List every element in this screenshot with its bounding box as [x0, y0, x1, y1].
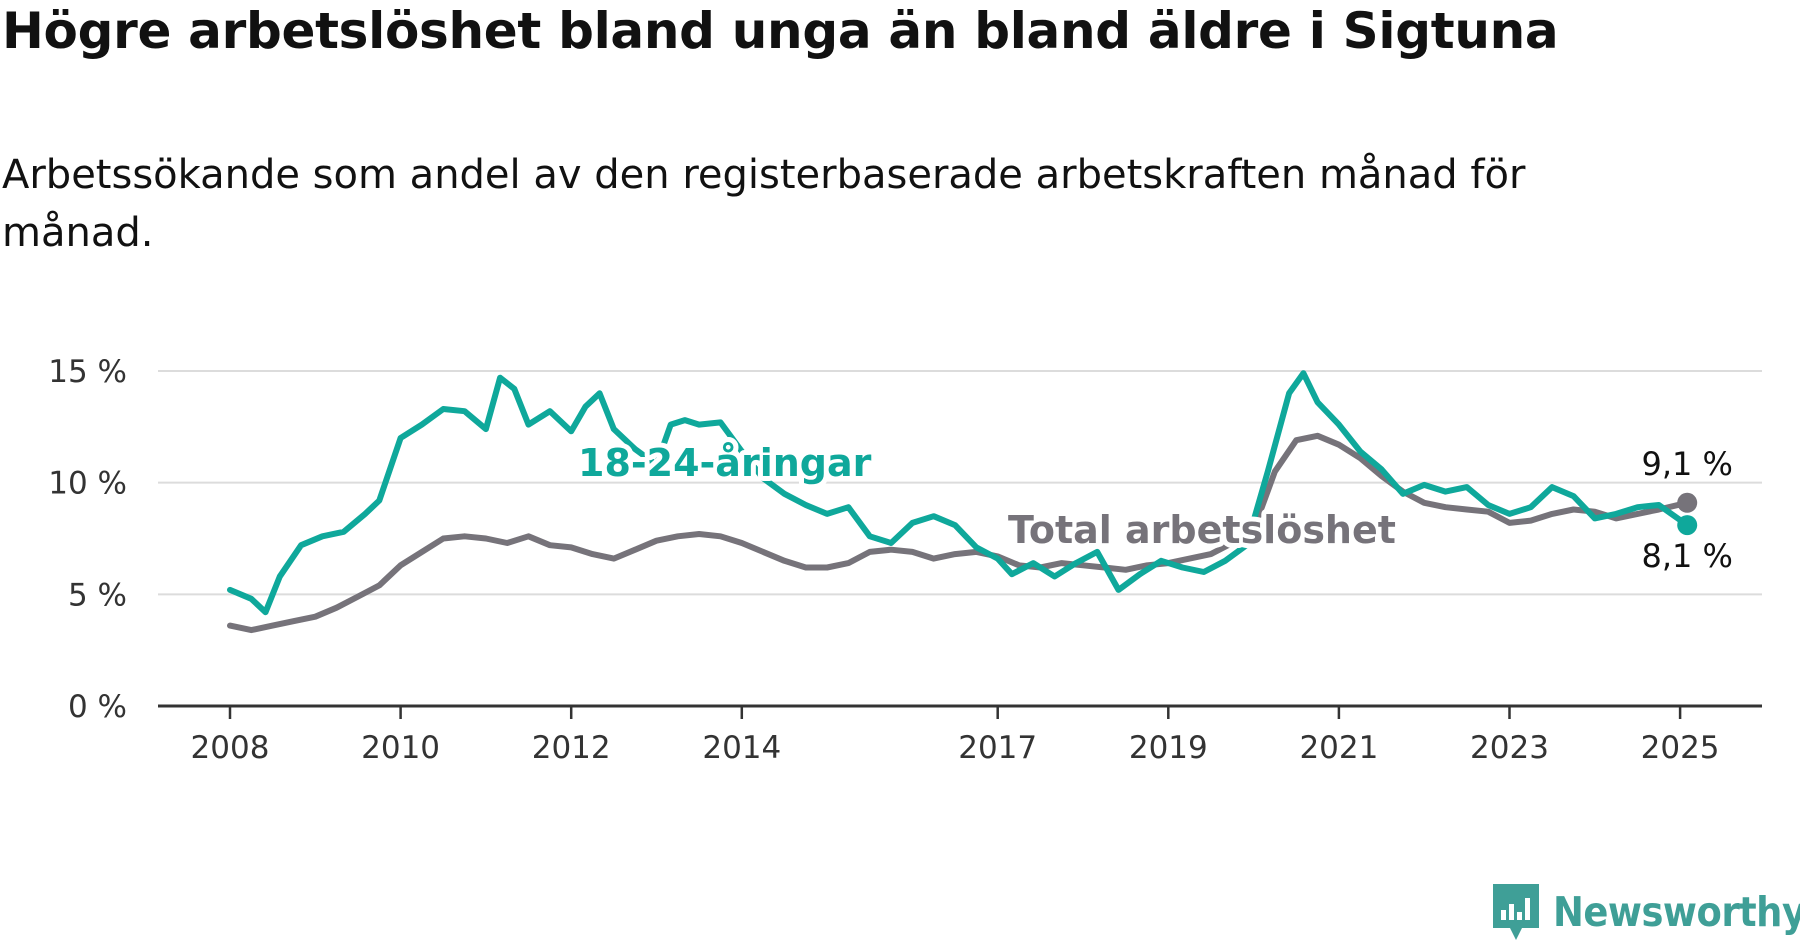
series-label-total: Total arbetslöshet — [1008, 508, 1396, 552]
x-tick-label: 2021 — [1299, 730, 1378, 766]
grid-lines — [158, 371, 1762, 594]
end-marker-total — [1677, 493, 1697, 513]
y-tick-label: 5 % — [68, 577, 127, 613]
x-tick-label: 2019 — [1129, 730, 1208, 766]
x-tick-label: 2014 — [702, 730, 781, 766]
x-tick-label: 2008 — [191, 730, 270, 766]
newsworthy-logo-icon — [1491, 882, 1541, 942]
series-line-youth — [230, 373, 1687, 612]
y-tick-label: 15 % — [48, 354, 127, 390]
brand-name: Newsworthy — [1553, 888, 1800, 936]
series-label-youth: 18-24-åringar — [578, 441, 872, 485]
y-tick-label: 0 % — [68, 689, 127, 725]
end-marker-youth — [1677, 515, 1697, 535]
series-lines — [230, 373, 1687, 630]
end-label-youth: 8,1 % — [1641, 537, 1732, 575]
end-label-total: 9,1 % — [1641, 445, 1732, 483]
line-chart: 0 %5 %10 %15 % 2008201020122014201720192… — [0, 0, 1800, 870]
brand-logo: Newsworthy — [1491, 882, 1800, 942]
x-tick-label: 2017 — [958, 730, 1037, 766]
x-tick-label: 2023 — [1470, 730, 1549, 766]
x-tick-label: 2010 — [361, 730, 440, 766]
x-tick-label: 2012 — [532, 730, 611, 766]
x-tick-label: 2025 — [1641, 730, 1720, 766]
x-axis: 2008 2010 2012 2014 2017 2019 2021 2023 2025 — [158, 706, 1762, 766]
y-tick-label: 10 % — [48, 466, 127, 502]
y-axis: 0 % 5 % 10 % 15 % — [48, 354, 127, 725]
